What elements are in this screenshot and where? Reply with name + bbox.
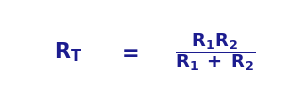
Text: $\mathbf{R_{T}}$: $\mathbf{R_{T}}$	[54, 40, 82, 64]
Text: $\mathbf{=}$: $\mathbf{=}$	[117, 42, 139, 62]
Text: $\mathbf{\dfrac{R_{1}R_{2}}{R_{1}\;+\;R_{2}}}$: $\mathbf{\dfrac{R_{1}R_{2}}{R_{1}\;+\;R_…	[175, 31, 255, 73]
